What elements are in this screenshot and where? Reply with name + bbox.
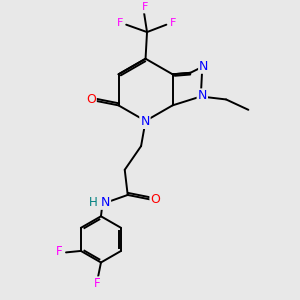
Text: N: N — [199, 60, 208, 73]
Text: F: F — [116, 18, 123, 28]
Text: N: N — [140, 115, 150, 128]
Text: O: O — [86, 93, 96, 106]
Text: F: F — [170, 18, 176, 28]
Text: F: F — [142, 2, 149, 13]
Text: N: N — [198, 89, 207, 102]
Text: O: O — [150, 193, 160, 206]
Text: F: F — [56, 245, 63, 258]
Text: N: N — [101, 196, 110, 209]
Text: F: F — [94, 277, 101, 290]
Text: H: H — [89, 196, 98, 209]
